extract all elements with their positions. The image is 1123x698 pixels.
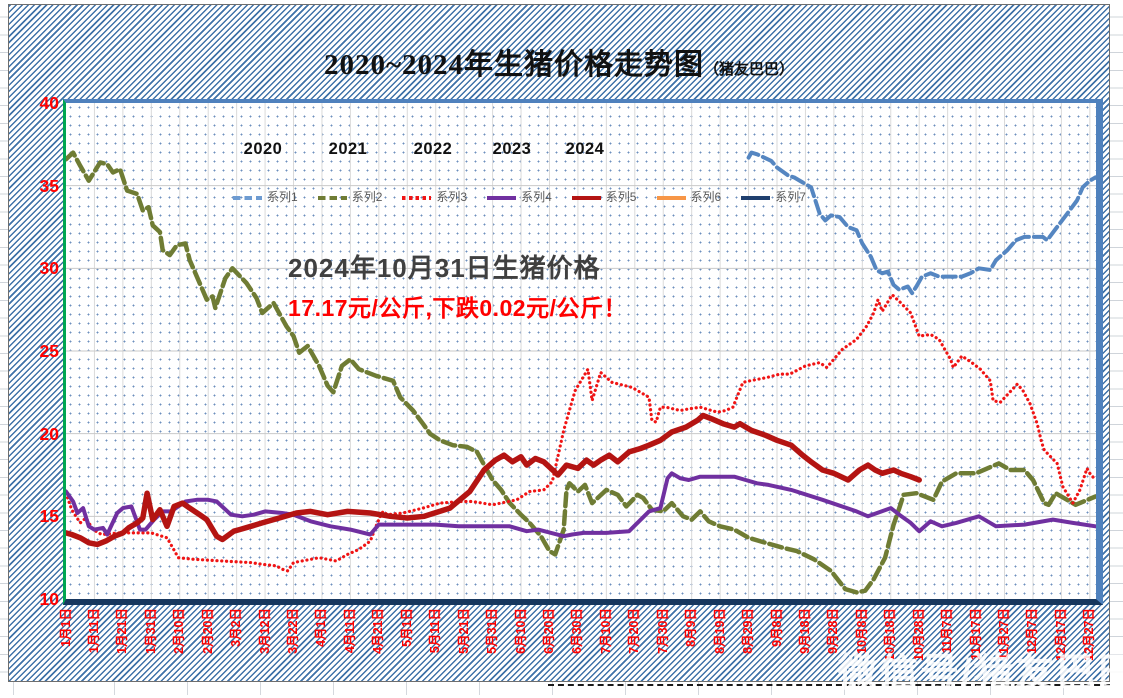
annotation-date-line: 2024年10月31日生猪价格: [288, 253, 601, 283]
legend-item-label: 系列7: [775, 190, 806, 204]
y-tick-label: 35: [39, 175, 59, 196]
x-tick-label: 7月10日: [598, 608, 613, 654]
x-tick-label: 5月11日: [428, 608, 443, 654]
worksheet-right-strip: [1110, 0, 1123, 695]
legend-item-label: 系列6: [690, 190, 722, 204]
x-tick-label: 5月21日: [456, 608, 471, 654]
price-annotation: 2024年10月31日生猪价格 17.17元/公斤,下跌0.02元/公斤！: [288, 248, 627, 323]
chart-title-text: 2020~2024年生猪价格走势图: [323, 49, 705, 81]
x-tick-label: 6月10日: [513, 608, 528, 654]
legend-solid-line-icon: [741, 196, 771, 200]
plot-canvas: [66, 103, 1096, 599]
x-tick-label: 6月30日: [570, 608, 585, 654]
x-tick-label: 4月11日: [342, 608, 357, 654]
series-line-系列5-2024: [66, 412, 922, 548]
y-tick-label: 30: [39, 258, 59, 279]
chart-title: 2020~2024年生猪价格走势图（猪友巴巴）: [9, 41, 1109, 83]
x-tick-label: 7月30日: [655, 608, 670, 654]
x-tick-label: 8月9日: [684, 608, 699, 647]
x-tick-label: 1月31日: [143, 608, 158, 654]
watermark-text: 微信号/猪友巴巴: [838, 652, 1123, 695]
x-tick-label: 4月1日: [314, 608, 329, 647]
year-label-2021: 2021: [328, 140, 368, 158]
legend-dashed-line-icon: [317, 196, 347, 200]
x-tick-label: 9月18日: [797, 608, 812, 654]
x-tick-label: 7月20日: [627, 608, 642, 654]
x-tick-label: 6月20日: [541, 608, 556, 654]
year-label-2020: 2020: [243, 140, 283, 158]
x-tick-label: 3月22日: [286, 608, 301, 654]
series-line-系列1-2020: [746, 150, 1096, 296]
y-tick-label: 10: [39, 589, 59, 609]
legend-item-label: 系列4: [521, 190, 552, 204]
y-tick-label: 40: [39, 93, 59, 113]
x-tick-label: 8月19日: [712, 608, 727, 654]
x-tick-label: 3月2日: [229, 608, 244, 647]
x-tick-label: 1月11日: [86, 608, 101, 654]
x-tick-label: 8月29日: [741, 608, 756, 654]
legend-item-label: 系列3: [436, 190, 468, 204]
legend-solid-line-icon: [656, 196, 686, 200]
series-line-系列3-2022: [66, 293, 1096, 573]
x-tick-label: 4月21日: [371, 608, 386, 654]
legend-solid-line-icon: [571, 196, 601, 200]
series-line-系列4-2023: [66, 471, 1096, 539]
x-tick-label: 9月8日: [769, 608, 784, 647]
legend-dotted-line-icon: [402, 196, 432, 200]
x-tick-label: 2月10日: [172, 608, 187, 654]
x-tick-label: 1月1日: [58, 608, 73, 647]
year-label-2022: 2022: [413, 140, 453, 158]
page-break-line: [548, 684, 1110, 686]
y-tick-label: 25: [39, 341, 59, 361]
x-tick-label: 3月12日: [257, 608, 272, 654]
x-tick-label: 1月21日: [115, 608, 130, 654]
year-label-2024: 2024: [565, 140, 605, 158]
legend-solid-line-icon: [487, 196, 517, 200]
x-tick-label: 5月31日: [485, 608, 500, 654]
series-line-系列2-2021: [66, 150, 1096, 595]
y-tick-label: 15: [39, 506, 59, 527]
plot-area[interactable]: [63, 99, 1103, 605]
year-label-2023: 2023: [492, 140, 532, 158]
x-tick-label: 5月1日: [399, 608, 414, 647]
legend-item-label: 系列2: [351, 190, 383, 204]
worksheet-left-strip: [0, 0, 8, 695]
legend-item-label: 系列5: [605, 190, 637, 204]
annotation-price-line: 17.17元/公斤,下跌0.02元/公斤！: [288, 295, 627, 321]
worksheet-top-strip: [0, 0, 1123, 4]
chart-object[interactable]: 2020~2024年生猪价格走势图（猪友巴巴） 40 35 30 25 20 15 10 1…: [8, 4, 1110, 682]
legend-item-label: 系列1: [267, 190, 298, 204]
y-tick-label: 20: [39, 423, 59, 444]
x-tick-label: 2月20日: [200, 608, 215, 654]
chart-title-suffix: （猪友巴巴）: [704, 62, 795, 78]
legend-dashed-line-icon: [233, 196, 262, 200]
